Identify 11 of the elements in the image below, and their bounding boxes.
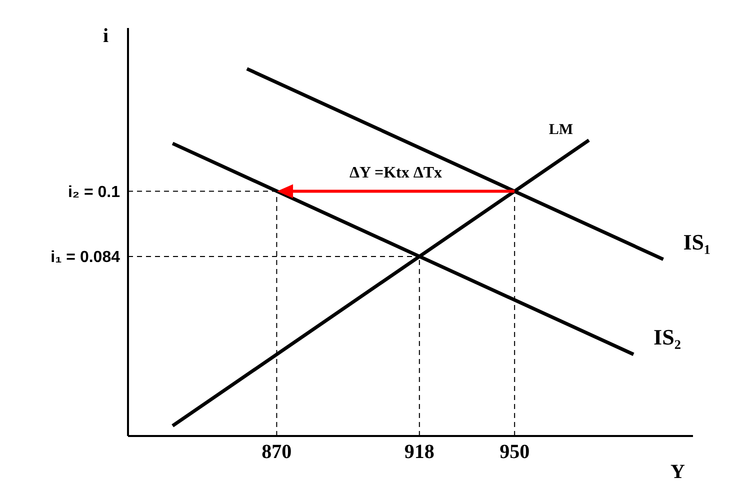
y-axis-title: i <box>103 25 109 48</box>
series-label: IS₁ <box>683 229 711 254</box>
series-label: LM <box>548 122 574 138</box>
x-tick-label: 870 <box>262 441 292 464</box>
annotation: ΔY =Ktx ΔTx <box>349 164 442 182</box>
y-tick-label: i₂ = 0.1 <box>68 184 120 201</box>
x-tick-label: 918 <box>404 441 434 464</box>
y-tick-label: i₁ = 0.084 <box>50 249 120 266</box>
x-axis-title: Y <box>670 461 686 483</box>
x-tick-label: 950 <box>500 441 530 464</box>
series-label: IS₂ <box>654 324 682 350</box>
